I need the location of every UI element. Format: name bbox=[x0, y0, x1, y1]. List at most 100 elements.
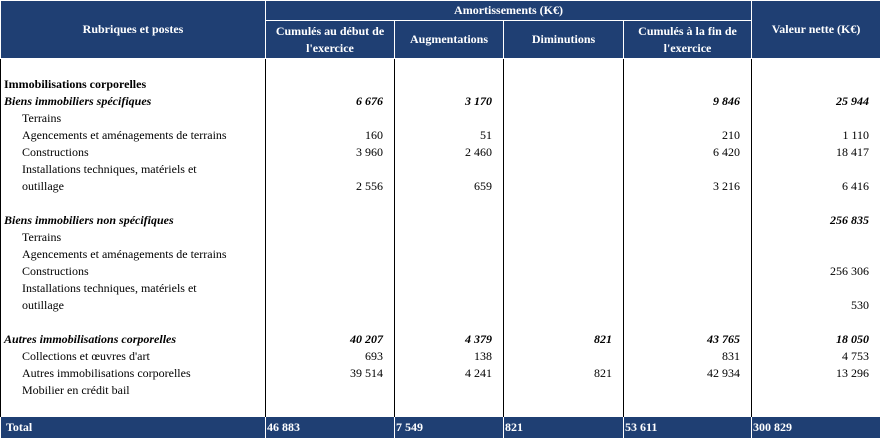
row-value: 659 bbox=[395, 161, 504, 195]
row-value bbox=[504, 246, 624, 263]
row-value bbox=[624, 212, 752, 229]
row-label: Constructions bbox=[1, 144, 266, 161]
row-value bbox=[752, 382, 880, 399]
total-row: Total 46 883 7 549 821 53 611 300 829 bbox=[1, 417, 880, 439]
row-label: Collections et œuvres d'art bbox=[1, 348, 266, 365]
empty-cell bbox=[624, 314, 752, 331]
header-augmentations: Augmentations bbox=[395, 21, 504, 59]
row-value bbox=[504, 110, 624, 127]
empty-cell bbox=[624, 399, 752, 417]
total-value: 53 611 bbox=[624, 417, 752, 439]
row-value bbox=[266, 280, 395, 314]
row-value: 210 bbox=[624, 127, 752, 144]
row-value bbox=[395, 280, 504, 314]
row-value: 25 944 bbox=[752, 93, 880, 110]
row-value bbox=[395, 263, 504, 280]
row-value: 40 207 bbox=[266, 331, 395, 348]
header-valeur-nette: Valeur nette (K€) bbox=[752, 1, 880, 59]
row-label-line: Installations techniques, matériels et bbox=[22, 161, 259, 178]
row-value bbox=[624, 229, 752, 246]
row-label: Terrains bbox=[1, 110, 266, 127]
row-value: 6 420 bbox=[624, 144, 752, 161]
row-value: 693 bbox=[266, 348, 395, 365]
total-value: 46 883 bbox=[266, 417, 395, 439]
row-value bbox=[395, 110, 504, 127]
row-value bbox=[504, 93, 624, 110]
empty-cell bbox=[395, 314, 504, 331]
row-value: 138 bbox=[395, 348, 504, 365]
empty-cell bbox=[266, 76, 395, 93]
header-amortissements-group: Amortissements (K€) bbox=[266, 1, 752, 21]
empty-cell bbox=[266, 59, 395, 77]
row-value bbox=[624, 263, 752, 280]
row-value bbox=[395, 229, 504, 246]
total-value: 300 829 bbox=[752, 417, 880, 439]
row-value bbox=[504, 348, 624, 365]
row-value: 4 379 bbox=[395, 331, 504, 348]
table-row: Terrains bbox=[1, 229, 880, 246]
header-cumules-fin: Cumulés à la fin de l'exercice bbox=[624, 21, 752, 59]
row-value bbox=[624, 382, 752, 399]
row-value bbox=[752, 246, 880, 263]
row-label-line: Installations techniques, matériels et bbox=[22, 280, 259, 297]
row-label: Constructions bbox=[1, 263, 266, 280]
row-value: 256 306 bbox=[752, 263, 880, 280]
spacer-row bbox=[1, 195, 880, 212]
row-value bbox=[504, 280, 624, 314]
section-label: Immobilisations corporelles bbox=[1, 76, 266, 93]
empty-cell bbox=[1, 399, 266, 417]
empty-cell bbox=[266, 195, 395, 212]
row-value: 530 bbox=[752, 280, 880, 314]
row-value bbox=[504, 229, 624, 246]
row-value: 821 bbox=[504, 365, 624, 382]
row-value bbox=[395, 246, 504, 263]
row-label: Agencements et aménagements de terrains bbox=[1, 246, 266, 263]
row-value: 6 676 bbox=[266, 93, 395, 110]
row-value: 160 bbox=[266, 127, 395, 144]
header-cumules-debut: Cumulés au début de l'exercice bbox=[266, 21, 395, 59]
row-value bbox=[504, 127, 624, 144]
subtotal-label: Biens immobiliers non spécifiques bbox=[1, 212, 266, 229]
row-value: 831 bbox=[624, 348, 752, 365]
empty-cell bbox=[1, 314, 266, 331]
row-value bbox=[504, 382, 624, 399]
row-value: 42 934 bbox=[624, 365, 752, 382]
row-value bbox=[266, 246, 395, 263]
total-label: Total bbox=[1, 417, 266, 439]
table-row: Mobilier en crédit bail bbox=[1, 382, 880, 399]
empty-cell bbox=[752, 195, 880, 212]
row-value bbox=[624, 246, 752, 263]
empty-cell bbox=[624, 76, 752, 93]
row-value bbox=[395, 212, 504, 229]
total-value: 7 549 bbox=[395, 417, 504, 439]
row-value: 3 170 bbox=[395, 93, 504, 110]
row-value: 39 514 bbox=[266, 365, 395, 382]
row-value: 4 241 bbox=[395, 365, 504, 382]
row-value bbox=[395, 382, 504, 399]
empty-cell bbox=[504, 195, 624, 212]
row-value: 18 050 bbox=[752, 331, 880, 348]
row-value: 6 416 bbox=[752, 161, 880, 195]
spacer-row bbox=[1, 314, 880, 331]
row-value: 2 556 bbox=[266, 161, 395, 195]
row-value bbox=[266, 263, 395, 280]
empty-cell bbox=[624, 59, 752, 77]
empty-cell bbox=[752, 314, 880, 331]
row-value: 9 846 bbox=[624, 93, 752, 110]
row-label: Mobilier en crédit bail bbox=[1, 382, 266, 399]
empty-cell bbox=[395, 76, 504, 93]
row-value: 18 417 bbox=[752, 144, 880, 161]
row-value bbox=[266, 382, 395, 399]
row-value: 13 296 bbox=[752, 365, 880, 382]
row-value: 2 460 bbox=[395, 144, 504, 161]
row-value: 256 835 bbox=[752, 212, 880, 229]
empty-cell bbox=[504, 314, 624, 331]
